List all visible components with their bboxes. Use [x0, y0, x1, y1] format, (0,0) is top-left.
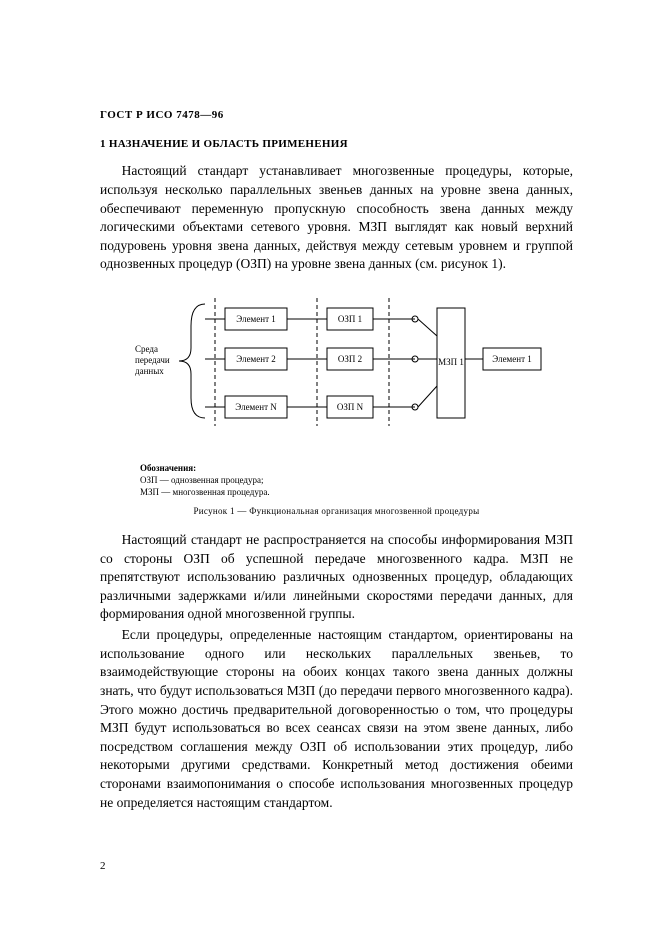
node-mzp-1: МЗП 1 — [438, 357, 464, 367]
side-label-line1: Среда — [135, 344, 158, 354]
figure-legend: Обозначения: ОЗП — однозвенная процедура… — [140, 462, 573, 498]
paragraph-2: Настоящий стандарт не распространяется н… — [100, 531, 573, 624]
side-label-line2: передачи — [135, 355, 170, 365]
section-heading: 1 НАЗНАЧЕНИЕ И ОБЛАСТЬ ПРИМЕНЕНИЯ — [100, 137, 573, 152]
paragraph-1: Настоящий стандарт устанавливает многозв… — [100, 162, 573, 274]
node-element-right: Элемент 1 — [492, 354, 532, 364]
node-ozp-1: ОЗП 1 — [337, 314, 361, 324]
node-ozp-n: ОЗП N — [336, 402, 363, 412]
figure-caption: Рисунок 1 — Функциональная организация м… — [100, 505, 573, 517]
side-label-line3: данных — [135, 366, 164, 376]
page-number: 2 — [100, 860, 106, 872]
paragraph-3: Если процедуры, определенные настоящим с… — [100, 626, 573, 812]
node-ozp-2: ОЗП 2 — [337, 354, 361, 364]
legend-title: Обозначения: — [140, 462, 573, 474]
node-element-n: Элемент N — [235, 402, 277, 412]
document-header: ГОСТ Р ИСО 7478—96 — [100, 108, 573, 123]
figure-1-diagram: Среда передачи данных Элемент 1 ОЗП 1 Эл… — [100, 286, 573, 456]
legend-line-1: ОЗП — однозвенная процедура; — [140, 474, 573, 486]
legend-line-2: МЗП — многозвенная процедура. — [140, 486, 573, 498]
node-element-1: Элемент 1 — [236, 314, 276, 324]
node-element-2: Элемент 2 — [236, 354, 276, 364]
